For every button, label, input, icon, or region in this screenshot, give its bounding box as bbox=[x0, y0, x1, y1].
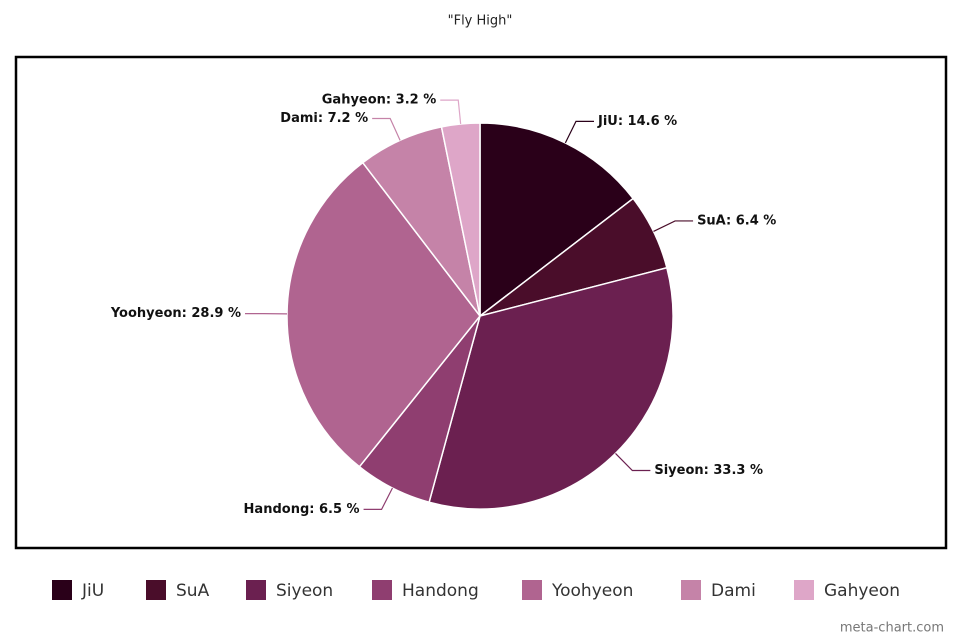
slice-label: JiU: 14.6 % bbox=[597, 114, 677, 129]
legend-swatch bbox=[522, 580, 542, 600]
leader-line bbox=[364, 488, 393, 509]
legend-label: Dami bbox=[711, 581, 756, 601]
footer: meta-chart.com bbox=[840, 621, 944, 636]
legend-label: SuA bbox=[176, 581, 210, 601]
legend-swatch bbox=[372, 580, 392, 600]
slice-label: Yoohyeon: 28.9 % bbox=[110, 306, 241, 321]
chart-title: "Fly High" bbox=[448, 14, 513, 29]
slice-label: Dami: 7.2 % bbox=[280, 111, 368, 126]
leader-line bbox=[440, 100, 460, 124]
slice-label: Gahyeon: 3.2 % bbox=[322, 93, 436, 108]
legend-label: JiU bbox=[81, 581, 104, 601]
legend-swatch bbox=[794, 580, 814, 600]
slice-label: Handong: 6.5 % bbox=[244, 502, 360, 517]
legend-label: Handong bbox=[402, 581, 479, 601]
legend-label: Yoohyeon bbox=[551, 581, 633, 601]
slice-label: SuA: 6.4 % bbox=[697, 213, 776, 228]
leader-line bbox=[653, 221, 693, 232]
slice-label: Siyeon: 33.3 % bbox=[654, 463, 763, 478]
legend-swatch bbox=[146, 580, 166, 600]
legend-swatch bbox=[246, 580, 266, 600]
legend-swatch bbox=[681, 580, 701, 600]
leader-line bbox=[372, 118, 400, 140]
legend-label: Siyeon bbox=[276, 581, 333, 601]
legend-swatch bbox=[52, 580, 72, 600]
legend-label: Gahyeon bbox=[824, 581, 900, 601]
leader-line bbox=[565, 121, 594, 143]
leader-line bbox=[616, 453, 651, 470]
